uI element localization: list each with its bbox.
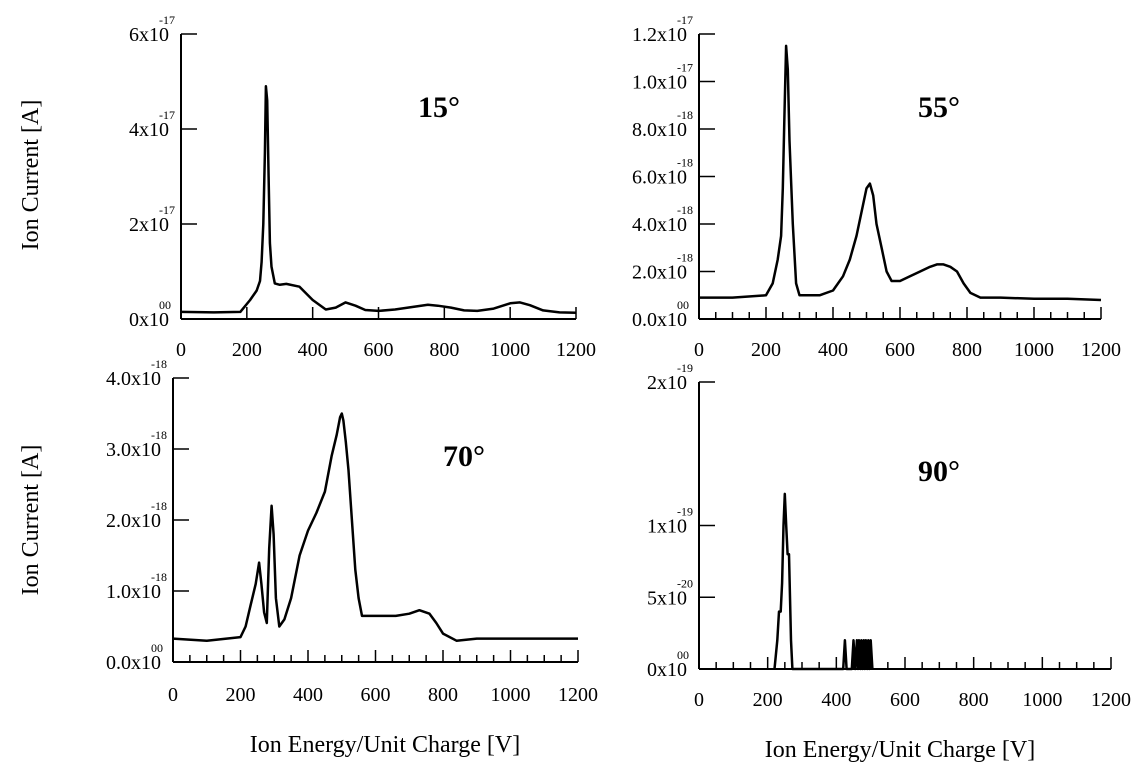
x-tick-label: 200 — [232, 339, 262, 361]
x-tick-label: 400 — [818, 339, 848, 361]
y-tick-label: 2.0x10 — [632, 262, 687, 284]
y-tick-exponent: -18 — [151, 499, 167, 513]
y-tick-label: 2x10 — [647, 372, 687, 394]
y-tick-exponent: 00 — [677, 298, 689, 312]
y-axis-title: Ion Current [A] — [18, 100, 44, 251]
y-tick-label: 5x10 — [647, 587, 687, 609]
x-tick-label: 400 — [293, 684, 323, 706]
y-tick-label: 8.0x10 — [632, 119, 687, 141]
x-tick-label: 1200 — [1091, 689, 1131, 711]
y-tick-label: 0.0x10 — [106, 652, 161, 674]
x-tick-label: 1200 — [556, 339, 596, 361]
panel-angle-label: 55° — [918, 91, 960, 124]
x-tick-label: 200 — [753, 689, 783, 711]
y-tick-exponent: -18 — [151, 428, 167, 442]
y-tick-exponent: -18 — [677, 156, 693, 170]
y-tick-exponent: -17 — [159, 108, 175, 122]
x-tick-label: 600 — [890, 689, 920, 711]
data-series-line — [773, 492, 874, 671]
y-tick-label: 0x10 — [647, 659, 687, 681]
x-tick-label: 1000 — [491, 684, 531, 706]
y-tick-label: 3.0x10 — [106, 439, 161, 461]
x-axis-title: Ion Energy/Unit Charge [V] — [765, 737, 1035, 763]
x-tick-label: 200 — [226, 684, 256, 706]
y-tick-exponent: -17 — [159, 203, 175, 217]
x-tick-label: 800 — [952, 339, 982, 361]
panel-angle-label: 15° — [418, 91, 460, 124]
y-tick-exponent: -18 — [677, 251, 693, 265]
data-series-line — [699, 44, 1102, 302]
y-tick-exponent: -18 — [151, 570, 167, 584]
x-tick-label: 800 — [428, 684, 458, 706]
y-tick-exponent: -18 — [151, 357, 167, 371]
x-tick-label: 800 — [429, 339, 459, 361]
y-tick-label: 1x10 — [647, 516, 687, 538]
data-series-line — [172, 412, 578, 642]
y-tick-exponent: 00 — [151, 641, 163, 655]
y-tick-exponent: -17 — [677, 13, 693, 27]
x-tick-label: 1000 — [1014, 339, 1054, 361]
data-series-line — [180, 85, 577, 315]
y-tick-label: 1.2x10 — [632, 24, 687, 46]
y-tick-label: 2x10 — [129, 214, 169, 236]
x-tick-label: 200 — [751, 339, 781, 361]
y-axis-title-bottom: Ion Current [A] — [18, 445, 44, 596]
x-tick-label: 0 — [168, 684, 178, 706]
x-tick-label: 1200 — [1081, 339, 1121, 361]
x-tick-label: 0 — [176, 339, 186, 361]
y-tick-exponent: -17 — [677, 61, 693, 75]
y-tick-label: 4.0x10 — [106, 368, 161, 390]
y-tick-exponent: -18 — [677, 203, 693, 217]
x-tick-label: 1000 — [490, 339, 530, 361]
panel-15deg: Ion Current [A] 15° 0x10002x10-174x10-17… — [18, 13, 596, 361]
x-tick-label: 800 — [959, 689, 989, 711]
y-tick-exponent: -19 — [677, 505, 693, 519]
y-tick-label: 1.0x10 — [106, 581, 161, 603]
y-tick-label: 6.0x10 — [632, 167, 687, 189]
y-tick-label: 2.0x10 — [106, 510, 161, 532]
y-tick-exponent: -17 — [159, 13, 175, 27]
panel-angle-label: 90° — [918, 455, 960, 488]
y-tick-exponent: 00 — [677, 648, 689, 662]
x-tick-label: 1000 — [1022, 689, 1062, 711]
y-tick-exponent: -18 — [677, 108, 693, 122]
x-tick-label: 1200 — [558, 684, 598, 706]
x-axis-title: Ion Energy/Unit Charge [V] — [250, 732, 520, 758]
y-axis-title-top: Ion Current [A] — [18, 100, 44, 251]
y-axis-title: Ion Current [A] — [18, 445, 44, 596]
x-tick-label: 600 — [361, 684, 391, 706]
x-tick-label: 400 — [821, 689, 851, 711]
y-tick-label: 0.0x10 — [632, 309, 687, 331]
panel-55deg: 55° 0.0x10002.0x10-184.0x10-186.0x10-188… — [632, 13, 1121, 361]
y-tick-label: 4x10 — [129, 119, 169, 141]
y-tick-label: 4.0x10 — [632, 214, 687, 236]
x-tick-label: 600 — [885, 339, 915, 361]
y-tick-exponent: 00 — [159, 298, 171, 312]
y-tick-exponent: -20 — [677, 576, 693, 590]
x-tick-label: 600 — [364, 339, 394, 361]
panel-angle-label: 70° — [443, 440, 485, 473]
y-tick-label: 0x10 — [129, 309, 169, 331]
y-tick-exponent: -19 — [677, 361, 693, 375]
panel-70deg: Ion Current [A] 70° Ion Energy/Unit Char… — [18, 357, 598, 758]
y-tick-label: 1.0x10 — [632, 72, 687, 94]
y-tick-label: 6x10 — [129, 24, 169, 46]
x-tick-label: 400 — [298, 339, 328, 361]
x-tick-label: 0 — [694, 689, 704, 711]
x-tick-label: 0 — [694, 339, 704, 361]
